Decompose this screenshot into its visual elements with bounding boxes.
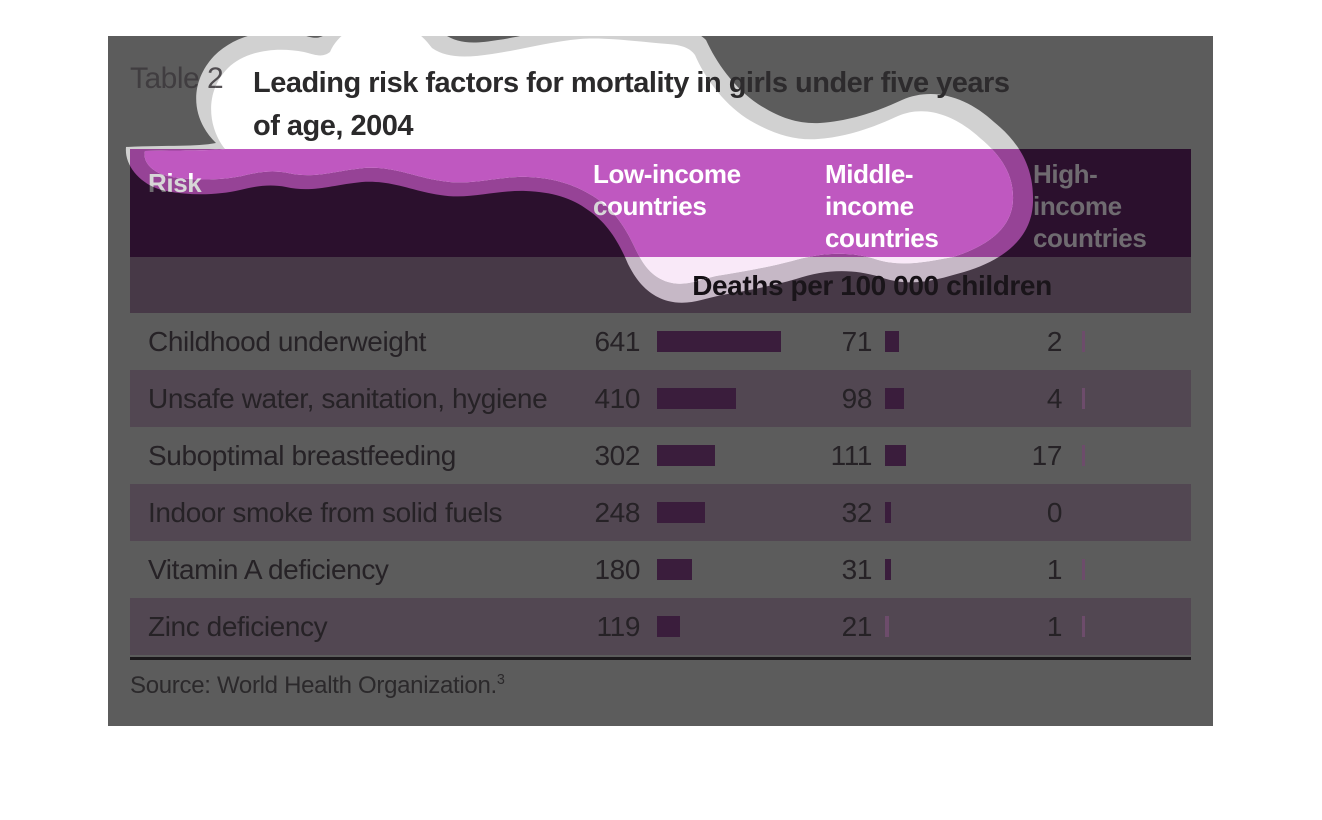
value-bar-low xyxy=(657,559,692,580)
value-bar-high xyxy=(1082,388,1085,409)
value-high: 1 xyxy=(1046,554,1063,585)
row-risk-label: Vitamin A deficiency xyxy=(148,554,389,585)
value-low: 410 xyxy=(594,383,640,414)
table-row: Vitamin A deficiency 180 31 1 xyxy=(130,541,1191,598)
value-bar-low xyxy=(657,331,781,352)
source-note-text: Source: World Health Organization. xyxy=(130,672,497,699)
value-mid: 71 xyxy=(841,326,873,357)
value-low: 641 xyxy=(594,326,640,357)
source-note: Source: World Health Organization.3 xyxy=(130,672,505,700)
value-mid: 31 xyxy=(841,554,873,585)
value-high: 1 xyxy=(1046,611,1063,642)
value-low: 119 xyxy=(596,611,641,642)
value-bar-low xyxy=(657,502,705,523)
value-bar-mid xyxy=(885,331,899,352)
value-bar-low xyxy=(657,388,737,409)
table-row: Zinc deficiency 119 21 1 xyxy=(130,598,1191,655)
value-high: 2 xyxy=(1046,326,1063,357)
value-bar-low xyxy=(657,616,680,637)
value-bar-low xyxy=(657,445,716,466)
column-header-high-income: High- income countries xyxy=(1033,159,1147,253)
table-row: Suboptimal breastfeeding 302 111 17 xyxy=(130,427,1191,484)
value-low: 180 xyxy=(594,554,640,585)
row-risk-label: Indoor smoke from solid fuels xyxy=(148,497,503,528)
column-header-low-income: Low-income countries xyxy=(593,159,741,221)
row-risk-label: Childhood underweight xyxy=(148,326,427,357)
table-body: Childhood underweight 641 71 2 Unsafe water,… xyxy=(130,313,1191,655)
value-bar-mid xyxy=(885,559,891,580)
value-bar-mid xyxy=(885,616,890,637)
value-high: 0 xyxy=(1046,497,1063,528)
value-bar-mid xyxy=(885,445,907,466)
value-bar-mid xyxy=(885,388,904,409)
footnote-reference: 3 xyxy=(496,672,505,688)
value-low: 302 xyxy=(594,440,640,471)
value-bar-high xyxy=(1082,616,1085,637)
value-bar-mid xyxy=(885,502,892,523)
row-risk-label: Zinc deficiency xyxy=(148,611,328,642)
value-mid: 32 xyxy=(841,497,873,528)
value-low: 248 xyxy=(594,497,640,528)
value-high: 4 xyxy=(1046,383,1063,414)
table-row: Childhood underweight 641 71 2 xyxy=(130,313,1191,370)
table-row: Indoor smoke from solid fuels 248 32 0 xyxy=(130,484,1191,541)
value-bar-high xyxy=(1082,559,1085,580)
value-mid: 21 xyxy=(841,611,873,642)
value-mid: 98 xyxy=(841,383,873,414)
value-high: 17 xyxy=(1031,440,1063,471)
column-header-middle-income: Middle- income countries xyxy=(825,159,939,253)
table-bottom-rule xyxy=(130,657,1191,660)
row-risk-label: Unsafe water, sanitation, hygiene xyxy=(148,383,548,414)
value-bar-high xyxy=(1082,445,1086,466)
table-row: Unsafe water, sanitation, hygiene 410 98 4 xyxy=(130,370,1191,427)
value-mid: 111 xyxy=(830,440,873,471)
row-risk-label: Suboptimal breastfeeding xyxy=(148,440,456,471)
value-bar-high xyxy=(1082,331,1085,352)
